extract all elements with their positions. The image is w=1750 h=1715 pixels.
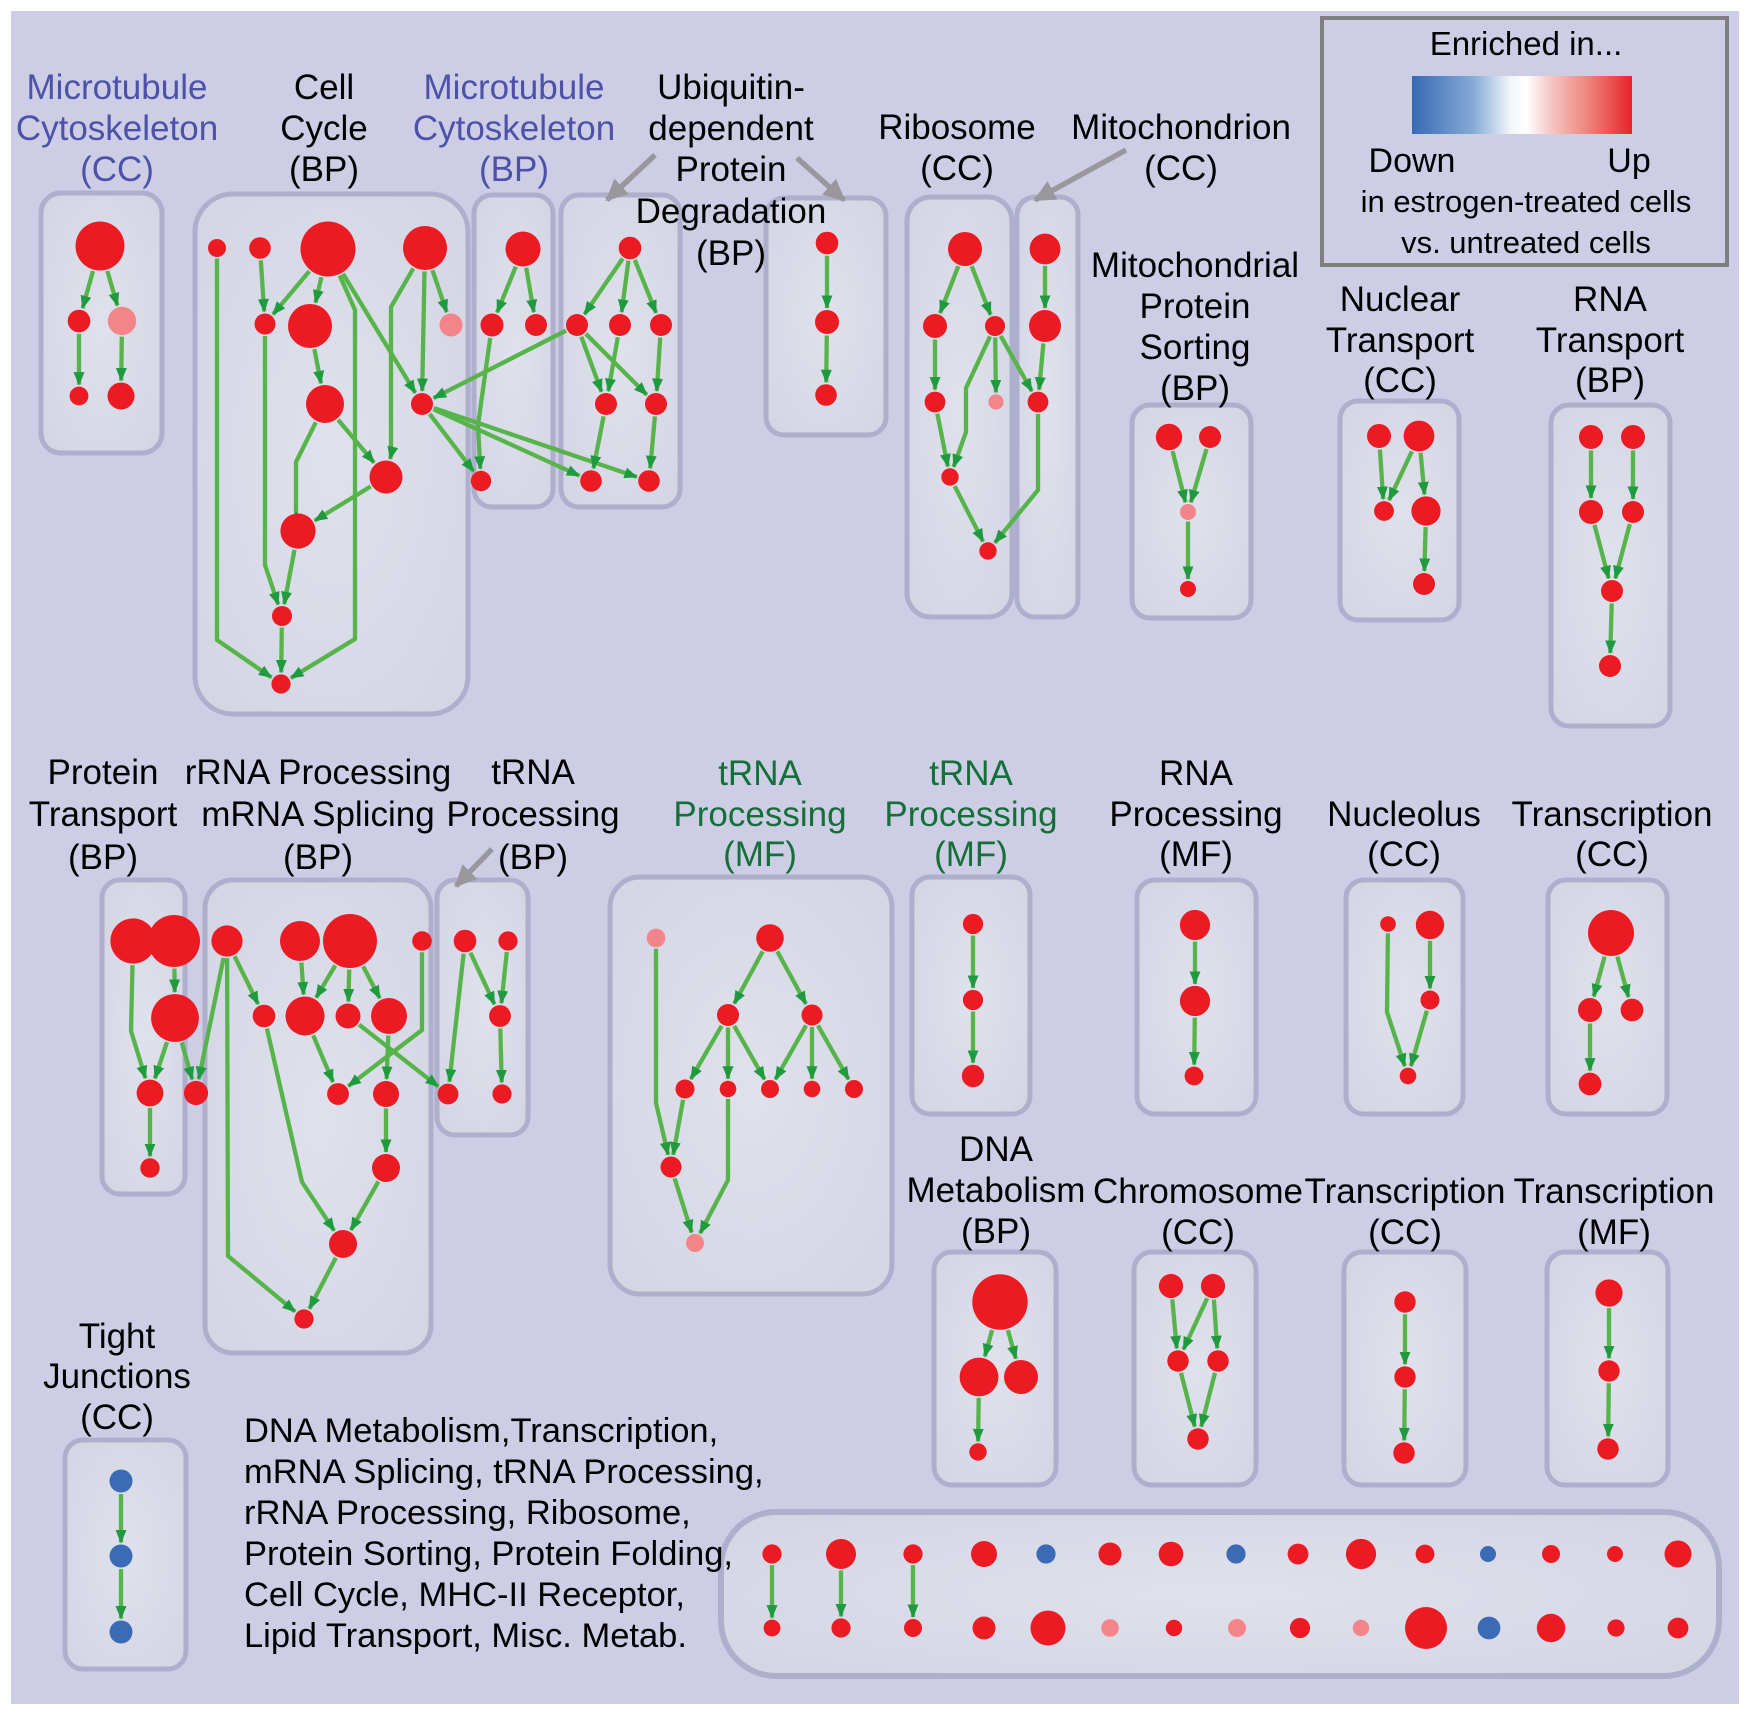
- svg-text:Ribosome: Ribosome: [878, 108, 1036, 147]
- svg-text:(MF): (MF): [1577, 1213, 1651, 1252]
- svg-text:Lipid Transport, Misc. Metab.: Lipid Transport, Misc. Metab.: [244, 1617, 687, 1655]
- svg-text:Nucleolus: Nucleolus: [1327, 795, 1481, 834]
- svg-text:Processing: Processing: [446, 795, 619, 834]
- svg-text:(BP): (BP): [498, 838, 568, 877]
- svg-text:Mitochondrial: Mitochondrial: [1091, 246, 1299, 285]
- svg-text:vs. untreated cells: vs. untreated cells: [1401, 225, 1651, 260]
- svg-text:(CC): (CC): [80, 1398, 154, 1437]
- svg-text:(CC): (CC): [1363, 361, 1437, 400]
- svg-text:Junctions: Junctions: [43, 1357, 191, 1396]
- svg-text:Protein: Protein: [48, 753, 159, 792]
- svg-text:tRNA: tRNA: [491, 753, 575, 792]
- svg-text:DNA Metabolism,Transcription,: DNA Metabolism,Transcription,: [244, 1412, 718, 1450]
- svg-text:(CC): (CC): [1144, 149, 1218, 188]
- svg-text:mRNA Splicing: mRNA Splicing: [201, 795, 434, 834]
- svg-text:Transport: Transport: [1326, 321, 1475, 360]
- svg-text:in estrogen-treated cells: in estrogen-treated cells: [1361, 184, 1692, 219]
- svg-text:(BP): (BP): [68, 838, 138, 877]
- svg-text:(CC): (CC): [1575, 835, 1649, 874]
- svg-text:Protein: Protein: [676, 150, 787, 189]
- svg-text:tRNA: tRNA: [718, 754, 802, 793]
- svg-text:Metabolism: Metabolism: [907, 1171, 1086, 1210]
- svg-text:(MF): (MF): [723, 835, 797, 874]
- svg-text:(BP): (BP): [961, 1212, 1031, 1251]
- svg-text:(MF): (MF): [1159, 835, 1233, 874]
- svg-text:mRNA Splicing, tRNA Processing: mRNA Splicing, tRNA Processing,: [244, 1453, 764, 1491]
- svg-text:(BP): (BP): [479, 150, 549, 189]
- svg-text:Nuclear: Nuclear: [1340, 280, 1461, 319]
- svg-text:Processing: Processing: [673, 795, 846, 834]
- svg-text:Sorting: Sorting: [1140, 328, 1251, 367]
- svg-text:(CC): (CC): [80, 150, 154, 189]
- svg-text:Down: Down: [1369, 142, 1456, 180]
- svg-text:Cytoskeleton: Cytoskeleton: [413, 109, 615, 148]
- svg-text:Cytoskeleton: Cytoskeleton: [16, 109, 218, 148]
- svg-text:Transport: Transport: [29, 795, 178, 834]
- svg-text:Chromosome: Chromosome: [1093, 1172, 1303, 1211]
- svg-text:(BP): (BP): [289, 150, 359, 189]
- svg-text:(BP): (BP): [696, 234, 766, 273]
- svg-text:Degradation: Degradation: [636, 192, 827, 231]
- svg-text:Protein: Protein: [1140, 287, 1251, 326]
- svg-text:Enriched in...: Enriched in...: [1430, 25, 1623, 62]
- svg-text:(CC): (CC): [1367, 835, 1441, 874]
- svg-text:Microtubule: Microtubule: [424, 68, 605, 107]
- svg-text:RNA: RNA: [1159, 754, 1234, 793]
- svg-text:tRNA: tRNA: [929, 754, 1013, 793]
- svg-text:(CC): (CC): [1161, 1213, 1235, 1252]
- svg-text:RNA: RNA: [1573, 280, 1648, 319]
- svg-text:(BP): (BP): [1575, 361, 1645, 400]
- svg-text:DNA: DNA: [959, 1130, 1034, 1169]
- svg-text:Transcription: Transcription: [1512, 795, 1713, 834]
- svg-text:Mitochondrion: Mitochondrion: [1071, 108, 1291, 147]
- svg-text:Cycle: Cycle: [280, 109, 368, 148]
- svg-text:Up: Up: [1607, 142, 1650, 180]
- svg-text:Cell: Cell: [294, 68, 354, 107]
- svg-text:(BP): (BP): [283, 838, 353, 877]
- svg-text:Processing: Processing: [1109, 795, 1282, 834]
- svg-text:rRNA Processing: rRNA Processing: [185, 753, 451, 792]
- svg-text:(CC): (CC): [920, 149, 994, 188]
- svg-text:Cell Cycle, MHC-II Receptor,: Cell Cycle, MHC-II Receptor,: [244, 1576, 685, 1614]
- svg-text:Transcription: Transcription: [1514, 1172, 1715, 1211]
- svg-text:Transcription: Transcription: [1305, 1172, 1506, 1211]
- svg-text:Microtubule: Microtubule: [27, 68, 208, 107]
- svg-text:Tight: Tight: [79, 1317, 156, 1356]
- svg-text:rRNA Processing, Ribosome,: rRNA Processing, Ribosome,: [244, 1494, 691, 1532]
- svg-text:Ubiquitin-: Ubiquitin-: [657, 68, 805, 107]
- svg-text:Protein Sorting, Protein Foldi: Protein Sorting, Protein Folding,: [244, 1535, 733, 1573]
- svg-text:(MF): (MF): [934, 835, 1008, 874]
- svg-text:Transport: Transport: [1536, 321, 1685, 360]
- svg-text:(CC): (CC): [1368, 1213, 1442, 1252]
- svg-text:dependent: dependent: [648, 109, 814, 148]
- svg-text:(BP): (BP): [1160, 369, 1230, 408]
- svg-text:Processing: Processing: [884, 795, 1057, 834]
